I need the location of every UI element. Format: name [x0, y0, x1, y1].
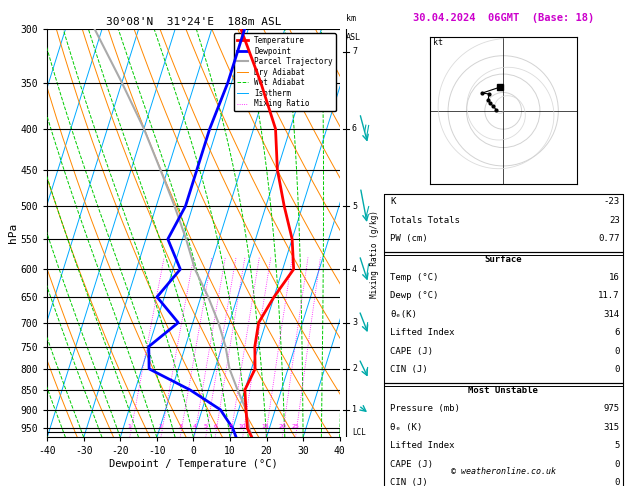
Text: θₑ(K): θₑ(K)	[390, 310, 417, 319]
Text: Mixing Ratio (g/kg): Mixing Ratio (g/kg)	[369, 210, 379, 297]
Text: 0: 0	[614, 365, 620, 374]
Legend: Temperature, Dewpoint, Parcel Trajectory, Dry Adiabat, Wet Adiabat, Isotherm, Mi: Temperature, Dewpoint, Parcel Trajectory…	[233, 33, 336, 111]
Text: 1: 1	[352, 405, 357, 414]
Text: 20: 20	[278, 424, 286, 429]
Text: 16: 16	[609, 273, 620, 282]
Text: 8: 8	[228, 424, 232, 429]
Text: 0: 0	[614, 347, 620, 356]
Text: θₑ (K): θₑ (K)	[390, 423, 422, 432]
Text: ASL: ASL	[347, 33, 361, 42]
Text: Temp (°C): Temp (°C)	[390, 273, 438, 282]
Text: 315: 315	[603, 423, 620, 432]
Title: 30°08'N  31°24'E  188m ASL: 30°08'N 31°24'E 188m ASL	[106, 17, 281, 27]
Text: PW (cm): PW (cm)	[390, 234, 428, 243]
Text: 1: 1	[128, 424, 131, 429]
Text: 23: 23	[609, 216, 620, 225]
Text: km: km	[347, 14, 356, 23]
Text: 6: 6	[614, 329, 620, 337]
Text: 3: 3	[352, 318, 357, 327]
Text: Totals Totals: Totals Totals	[390, 216, 460, 225]
Text: 11.7: 11.7	[598, 292, 620, 300]
Text: 0.77: 0.77	[598, 234, 620, 243]
Text: 25: 25	[292, 424, 299, 429]
Text: CAPE (J): CAPE (J)	[390, 347, 433, 356]
Text: CIN (J): CIN (J)	[390, 365, 428, 374]
Text: 30.04.2024  06GMT  (Base: 18): 30.04.2024 06GMT (Base: 18)	[413, 13, 594, 23]
Text: kt: kt	[433, 38, 443, 47]
Text: 15: 15	[262, 424, 269, 429]
Text: 5: 5	[614, 441, 620, 450]
Text: -23: -23	[603, 197, 620, 206]
Text: Pressure (mb): Pressure (mb)	[390, 404, 460, 413]
Text: Lifted Index: Lifted Index	[390, 329, 455, 337]
Text: 314: 314	[603, 310, 620, 319]
Text: 4: 4	[192, 424, 196, 429]
Text: 2: 2	[159, 424, 163, 429]
Text: K: K	[390, 197, 396, 206]
Text: 5: 5	[204, 424, 208, 429]
Text: 10: 10	[239, 424, 247, 429]
X-axis label: Dewpoint / Temperature (°C): Dewpoint / Temperature (°C)	[109, 459, 278, 469]
Text: 2: 2	[352, 364, 357, 373]
Text: Lifted Index: Lifted Index	[390, 441, 455, 450]
Text: © weatheronline.co.uk: © weatheronline.co.uk	[451, 467, 555, 476]
Text: 3: 3	[178, 424, 182, 429]
Text: 6: 6	[352, 124, 357, 133]
Text: 7: 7	[352, 47, 357, 56]
Text: LCL: LCL	[352, 428, 366, 436]
Text: Most Unstable: Most Unstable	[468, 386, 538, 395]
Text: 0: 0	[614, 478, 620, 486]
Text: 5: 5	[352, 202, 357, 210]
Text: CAPE (J): CAPE (J)	[390, 460, 433, 469]
Y-axis label: hPa: hPa	[8, 223, 18, 243]
Text: 4: 4	[352, 265, 357, 274]
Text: 6: 6	[213, 424, 217, 429]
Text: Dewp (°C): Dewp (°C)	[390, 292, 438, 300]
Text: 0: 0	[614, 460, 620, 469]
Text: 975: 975	[603, 404, 620, 413]
Text: Surface: Surface	[484, 255, 522, 264]
Text: CIN (J): CIN (J)	[390, 478, 428, 486]
